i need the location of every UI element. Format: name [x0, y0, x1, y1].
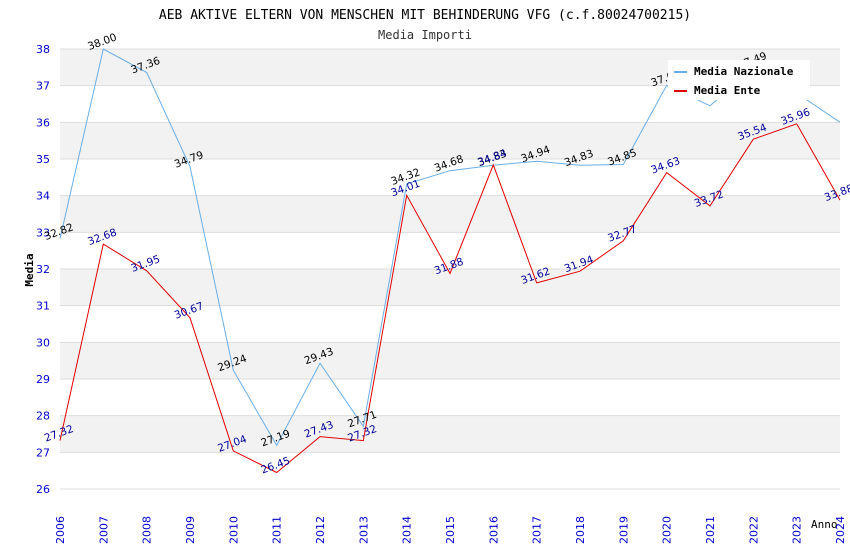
x-tick-label: 2024 — [834, 516, 847, 544]
x-tick-label: 2023 — [791, 516, 804, 544]
x-tick-label: 2015 — [444, 516, 457, 544]
chart-subtitle: Media Importi — [378, 28, 472, 42]
chart-title: AEB AKTIVE ELTERN VON MENSCHEN MIT BEHIN… — [159, 8, 691, 23]
y-tick-label: 33 — [36, 226, 50, 239]
legend: Media Nazionale Media Ente — [668, 60, 810, 100]
x-tick-label: 2014 — [401, 516, 414, 544]
y-tick-label: 26 — [36, 483, 50, 496]
x-tick-label: 2010 — [227, 516, 240, 544]
x-tick-labels: 2006 2007 2008 2009 2010 2011 2012 2013 2014 2015… — [54, 516, 847, 544]
y-tick-label: 35 — [36, 153, 50, 166]
y-tick-labels: 26 27 28 29 30 31 32 33 34 35 36 37 38 — [36, 43, 50, 496]
y-tick-label: 36 — [36, 116, 50, 129]
x-tick-label: 2019 — [617, 516, 630, 544]
x-tick-label: 2020 — [661, 516, 674, 544]
x-tick-label: 2011 — [271, 516, 284, 544]
y-axis-label: Media — [23, 253, 36, 286]
x-tick-label: 2022 — [747, 516, 760, 544]
y-tick-label: 29 — [36, 373, 50, 386]
grid-lines — [60, 48, 840, 490]
data-label: 26.45 — [259, 455, 291, 477]
x-tick-label: 2017 — [531, 516, 544, 544]
series-lines — [59, 48, 841, 474]
grid-band — [60, 195, 840, 233]
x-tick-label: 2012 — [314, 516, 327, 544]
y-tick-label: 31 — [36, 300, 50, 313]
x-axis-label: Anno — [811, 518, 838, 531]
x-tick-label: 2008 — [141, 516, 154, 544]
grid-band — [60, 122, 840, 159]
data-label: 32.82 — [43, 221, 75, 243]
legend-label-ente: Media Ente — [694, 84, 761, 97]
y-tick-label: 32 — [36, 263, 50, 276]
x-tick-label: 2018 — [574, 516, 587, 544]
x-tick-label: 2006 — [54, 516, 67, 544]
grid-band — [60, 269, 840, 306]
legend-label-nazionale: Media Nazionale — [694, 65, 794, 78]
x-tick-label: 2021 — [704, 516, 717, 544]
grid-bands — [60, 49, 840, 453]
x-tick-label: 2016 — [487, 516, 500, 544]
y-tick-label: 37 — [36, 80, 50, 93]
series-line-nazionale — [59, 48, 841, 447]
y-tick-label: 27 — [36, 446, 50, 459]
y-tick-label: 34 — [36, 190, 50, 203]
x-tick-label: 2013 — [357, 516, 370, 544]
x-tick-label: 2007 — [97, 516, 110, 544]
x-tick-label: 2009 — [184, 516, 197, 544]
legend-box — [668, 60, 810, 100]
grid-band — [60, 415, 840, 453]
y-tick-label: 38 — [36, 43, 50, 56]
series-line-ente — [59, 123, 841, 474]
y-tick-label: 28 — [36, 410, 50, 423]
grid-band — [60, 342, 840, 379]
y-tick-label: 30 — [36, 336, 50, 349]
